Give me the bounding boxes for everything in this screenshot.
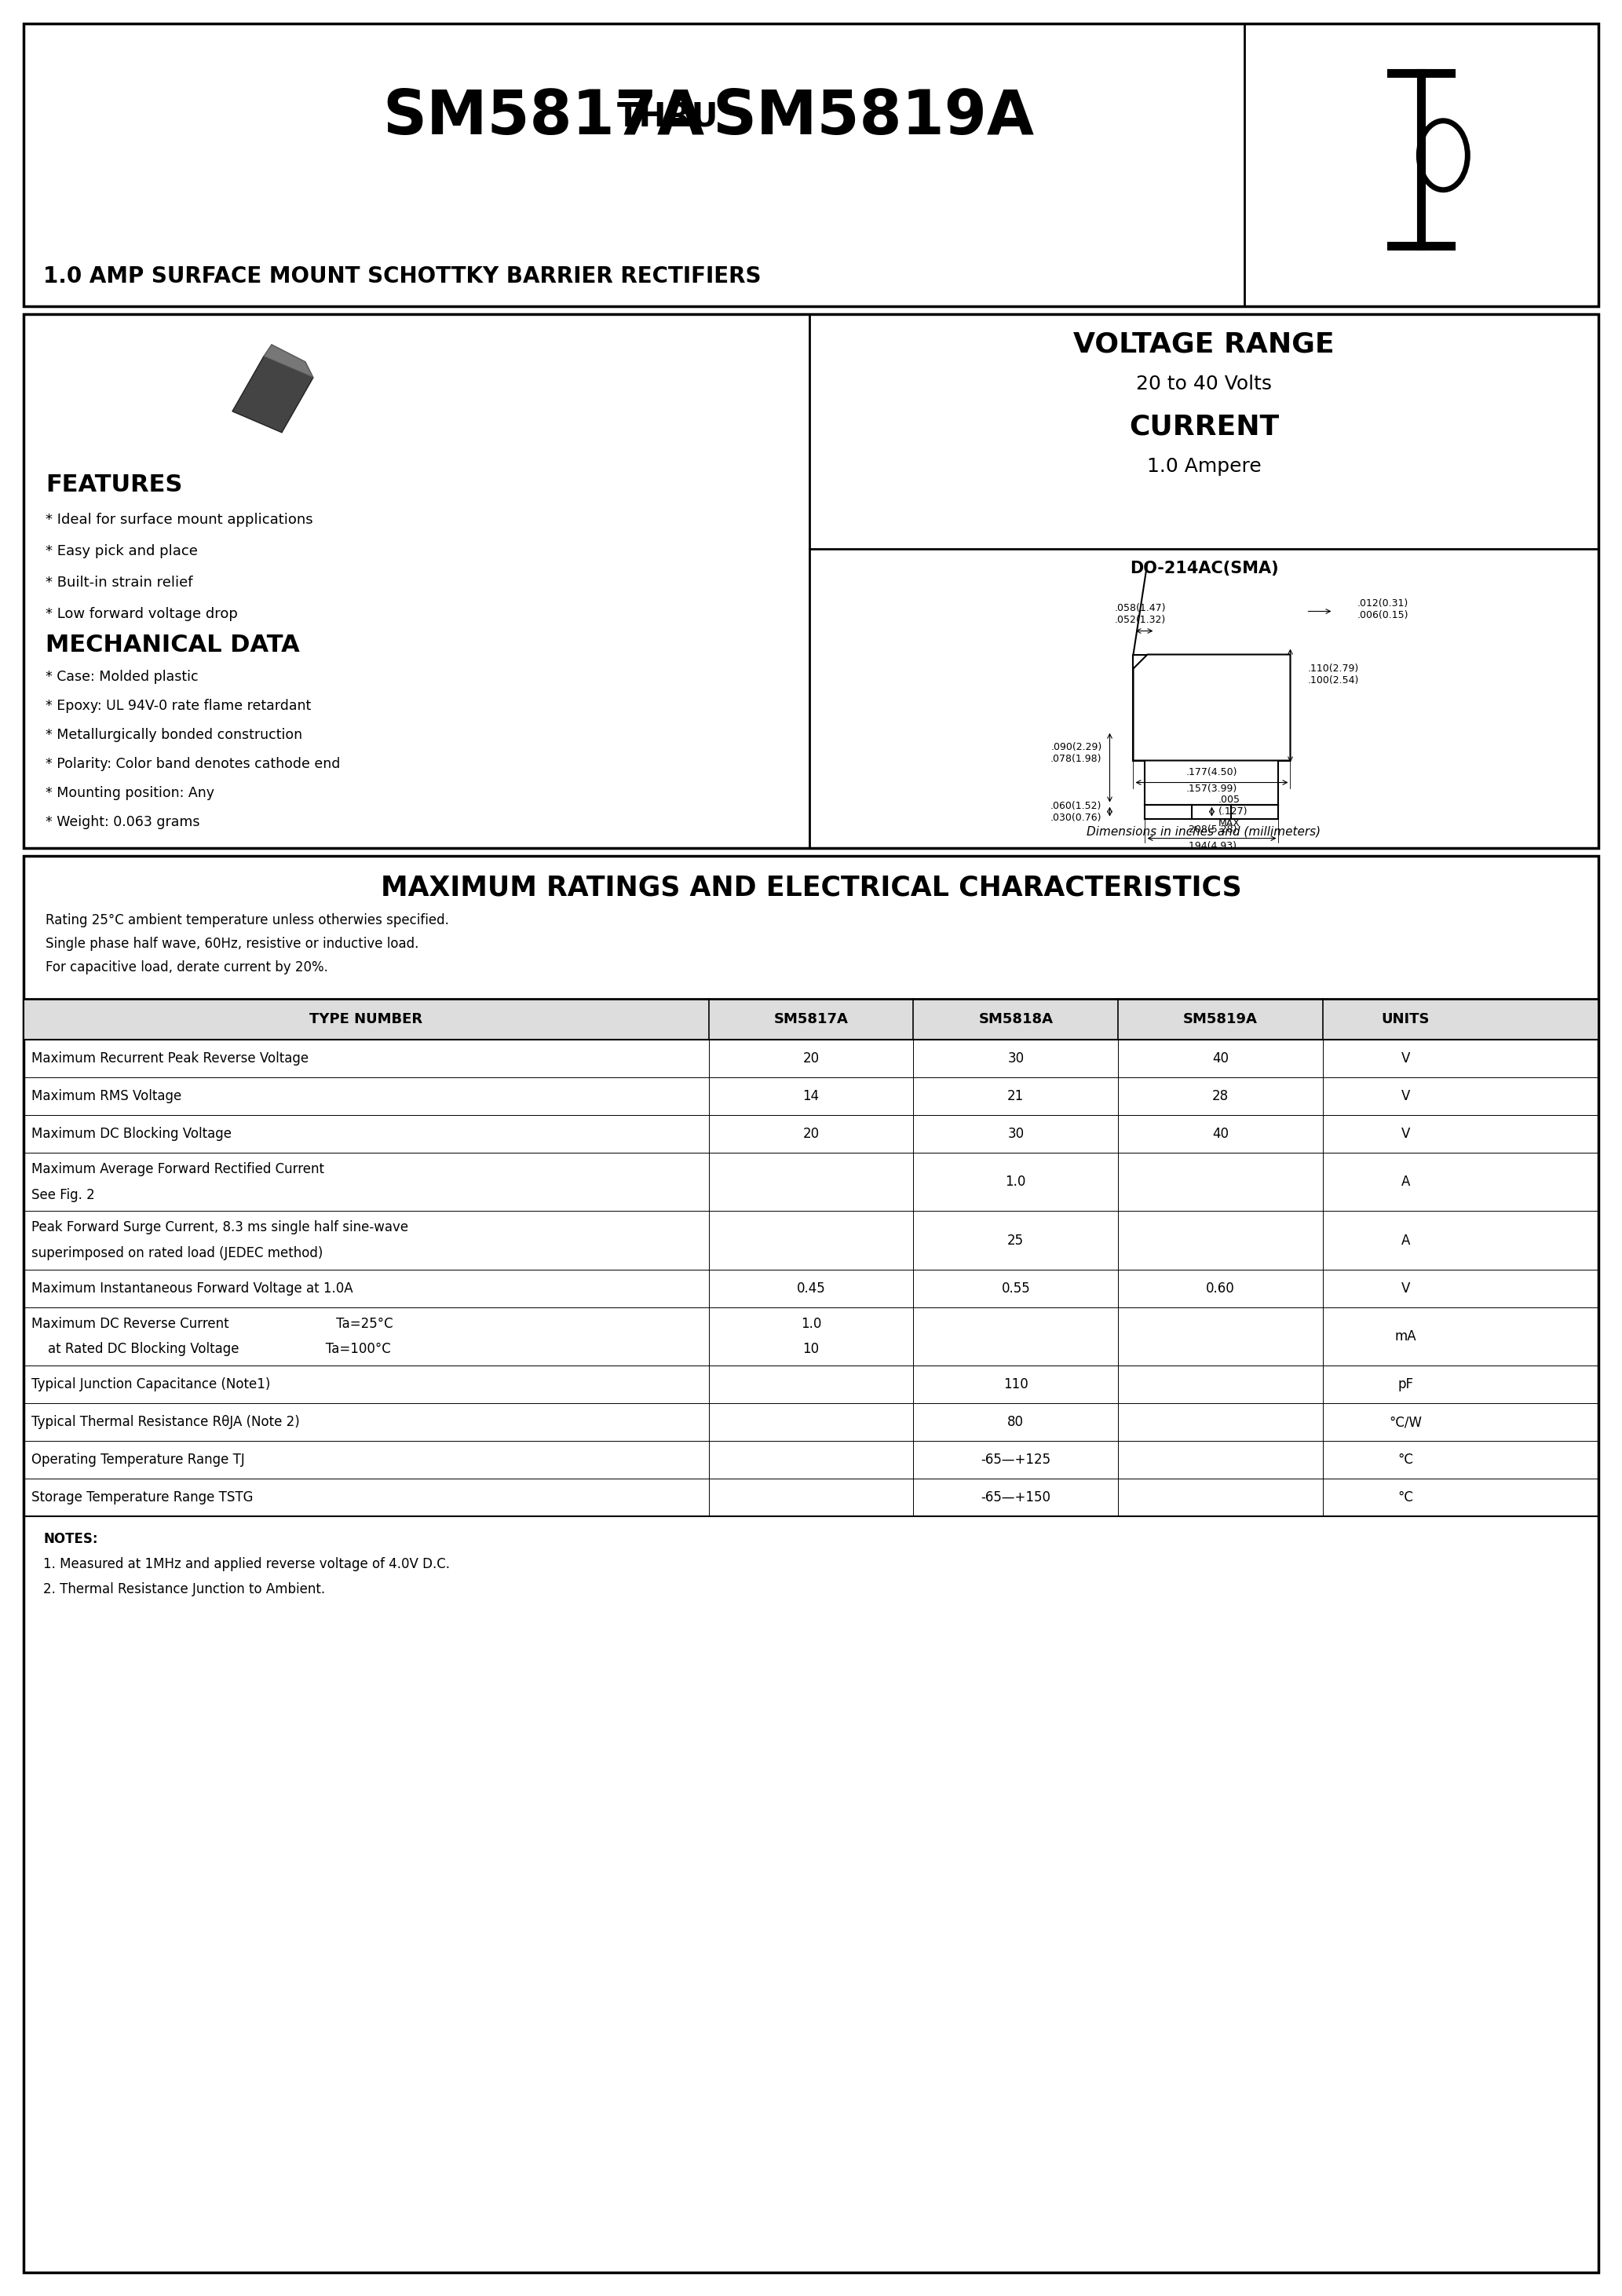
Text: .090(2.29)
.078(1.98): .090(2.29) .078(1.98) [1051, 742, 1101, 765]
Text: at Rated DC Blocking Voltage                     Ta=100°C: at Rated DC Blocking Voltage Ta=100°C [31, 1343, 391, 1357]
Text: A: A [1401, 1176, 1410, 1189]
Text: For capacitive load, derate current by 20%.: For capacitive load, derate current by 2… [45, 960, 328, 974]
Text: -65—+150: -65—+150 [981, 1490, 1051, 1504]
Text: DO-214AC(SMA): DO-214AC(SMA) [1129, 560, 1278, 576]
Text: 1. Measured at 1MHz and applied reverse voltage of 4.0V D.C.: 1. Measured at 1MHz and applied reverse … [44, 1557, 449, 1570]
Text: .208(5.28): .208(5.28) [1186, 824, 1238, 836]
Text: 0.55: 0.55 [1001, 1281, 1030, 1295]
Text: pF: pF [1398, 1378, 1413, 1391]
Text: 30: 30 [1007, 1127, 1023, 1141]
Bar [24, 315, 1598, 847]
Text: 0.60: 0.60 [1207, 1281, 1234, 1295]
Text: °C/W: °C/W [1388, 1414, 1422, 1430]
Text: 80: 80 [1007, 1414, 1023, 1430]
Ellipse shape [1419, 122, 1468, 191]
Text: MAXIMUM RATINGS AND ELECTRICAL CHARACTERISTICS: MAXIMUM RATINGS AND ELECTRICAL CHARACTER… [381, 875, 1241, 900]
Text: Typical Junction Capacitance (Note1): Typical Junction Capacitance (Note1) [31, 1378, 271, 1391]
Text: Rating 25°C ambient temperature unless otherwies specified.: Rating 25°C ambient temperature unless o… [45, 914, 449, 928]
Text: 21: 21 [1007, 1088, 1023, 1104]
Text: * Case: Molded plastic: * Case: Molded plastic [45, 670, 198, 684]
Text: .012(0.31)
.006(0.15): .012(0.31) .006(0.15) [1358, 597, 1408, 620]
Text: Dimensions in inches and (millimeters): Dimensions in inches and (millimeters) [1087, 824, 1320, 838]
Text: 0.45: 0.45 [796, 1281, 826, 1295]
Bar [24, 23, 1598, 305]
Text: * Easy pick and place: * Easy pick and place [45, 544, 198, 558]
Text: TYPE NUMBER: TYPE NUMBER [310, 1013, 423, 1026]
Text: * Polarity: Color band denotes cathode end: * Polarity: Color band denotes cathode e… [45, 758, 341, 771]
Text: 1.0 Ampere: 1.0 Ampere [1147, 457, 1262, 475]
Text: V: V [1401, 1052, 1410, 1065]
Bar [24, 999, 1598, 1040]
Text: .005
(.127)
MAX: .005 (.127) MAX [1218, 794, 1247, 829]
Text: VOLTAGE RANGE: VOLTAGE RANGE [1074, 331, 1335, 358]
Text: Single phase half wave, 60Hz, resistive or inductive load.: Single phase half wave, 60Hz, resistive … [45, 937, 418, 951]
Text: V: V [1401, 1127, 1410, 1141]
Text: 20: 20 [803, 1052, 819, 1065]
Text: SM5819A: SM5819A [712, 87, 1035, 147]
Text: mA: mA [1395, 1329, 1416, 1343]
Text: °C: °C [1398, 1453, 1413, 1467]
Text: 1.0 AMP SURFACE MOUNT SCHOTTKY BARRIER RECTIFIERS: 1.0 AMP SURFACE MOUNT SCHOTTKY BARRIER R… [44, 266, 761, 287]
Text: 2. Thermal Resistance Junction to Ambient.: 2. Thermal Resistance Junction to Ambien… [44, 1582, 324, 1596]
Text: FEATURES: FEATURES [45, 473, 182, 496]
Text: * Low forward voltage drop: * Low forward voltage drop [45, 606, 238, 620]
Text: superimposed on rated load (JEDEC method): superimposed on rated load (JEDEC method… [31, 1247, 323, 1261]
Text: 40: 40 [1212, 1052, 1229, 1065]
Bar [24, 856, 1598, 2273]
Text: .194(4.93): .194(4.93) [1186, 840, 1238, 852]
Text: Peak Forward Surge Current, 8.3 ms single half sine-wave: Peak Forward Surge Current, 8.3 ms singl… [31, 1221, 409, 1235]
Text: MECHANICAL DATA: MECHANICAL DATA [45, 634, 300, 657]
Polygon shape [264, 344, 313, 377]
Text: V: V [1401, 1281, 1410, 1295]
Text: * Ideal for surface mount applications: * Ideal for surface mount applications [45, 512, 313, 526]
Text: 110: 110 [1004, 1378, 1028, 1391]
Polygon shape [232, 356, 313, 432]
Text: .110(2.79)
.100(2.54): .110(2.79) .100(2.54) [1307, 664, 1359, 684]
Text: UNITS: UNITS [1382, 1013, 1429, 1026]
Text: * Weight: 0.063 grams: * Weight: 0.063 grams [45, 815, 200, 829]
Text: Storage Temperature Range TSTG: Storage Temperature Range TSTG [31, 1490, 253, 1504]
Text: SM5818A: SM5818A [978, 1013, 1053, 1026]
Text: Maximum Instantaneous Forward Voltage at 1.0A: Maximum Instantaneous Forward Voltage at… [31, 1281, 354, 1295]
Text: -65—+125: -65—+125 [981, 1453, 1051, 1467]
Text: .060(1.52)
.030(0.76): .060(1.52) .030(0.76) [1051, 801, 1101, 822]
Text: Maximum RMS Voltage: Maximum RMS Voltage [31, 1088, 182, 1104]
Text: 20 to 40 Volts: 20 to 40 Volts [1135, 374, 1272, 393]
Text: 1.0: 1.0 [801, 1316, 821, 1332]
Text: Maximum Recurrent Peak Reverse Voltage: Maximum Recurrent Peak Reverse Voltage [31, 1052, 308, 1065]
Text: A: A [1401, 1233, 1410, 1247]
Text: °C: °C [1398, 1490, 1413, 1504]
Polygon shape [1134, 654, 1289, 760]
Text: SM5817A: SM5817A [774, 1013, 848, 1026]
Text: NOTES:: NOTES: [44, 1531, 97, 1545]
Text: 30: 30 [1007, 1052, 1023, 1065]
Text: .157(3.99): .157(3.99) [1186, 783, 1238, 794]
Bar [1192, 804, 1231, 820]
Text: SM5817A: SM5817A [383, 87, 704, 147]
Text: * Mounting position: Any: * Mounting position: Any [45, 785, 214, 799]
Text: 25: 25 [1007, 1233, 1023, 1247]
Text: See Fig. 2: See Fig. 2 [31, 1187, 94, 1201]
Text: 20: 20 [803, 1127, 819, 1141]
Text: Operating Temperature Range TJ: Operating Temperature Range TJ [31, 1453, 245, 1467]
Text: Maximum DC Blocking Voltage: Maximum DC Blocking Voltage [31, 1127, 232, 1141]
Text: Maximum DC Reverse Current                          Ta=25°C: Maximum DC Reverse Current Ta=25°C [31, 1316, 393, 1332]
Text: SM5819A: SM5819A [1182, 1013, 1257, 1026]
Text: .177(4.50): .177(4.50) [1186, 767, 1238, 778]
Text: 40: 40 [1212, 1127, 1229, 1141]
Text: * Epoxy: UL 94V-0 rate flame retardant: * Epoxy: UL 94V-0 rate flame retardant [45, 698, 311, 712]
Polygon shape [1137, 730, 1286, 748]
Text: 28: 28 [1212, 1088, 1229, 1104]
Bar [1145, 748, 1278, 804]
Bar [1134, 654, 1289, 760]
Text: V: V [1401, 1088, 1410, 1104]
Text: 14: 14 [803, 1088, 819, 1104]
Text: Typical Thermal Resistance RθJA (Note 2): Typical Thermal Resistance RθJA (Note 2) [31, 1414, 300, 1430]
Text: CURRENT: CURRENT [1129, 413, 1280, 441]
Text: .058(1.47)
.052(1.32): .058(1.47) .052(1.32) [1114, 602, 1166, 625]
Bar [1145, 804, 1192, 820]
Text: 1.0: 1.0 [1006, 1176, 1027, 1189]
Text: Maximum Average Forward Rectified Current: Maximum Average Forward Rectified Curren… [31, 1162, 324, 1176]
Text: * Built-in strain relief: * Built-in strain relief [45, 576, 193, 590]
Text: 10: 10 [803, 1343, 819, 1357]
